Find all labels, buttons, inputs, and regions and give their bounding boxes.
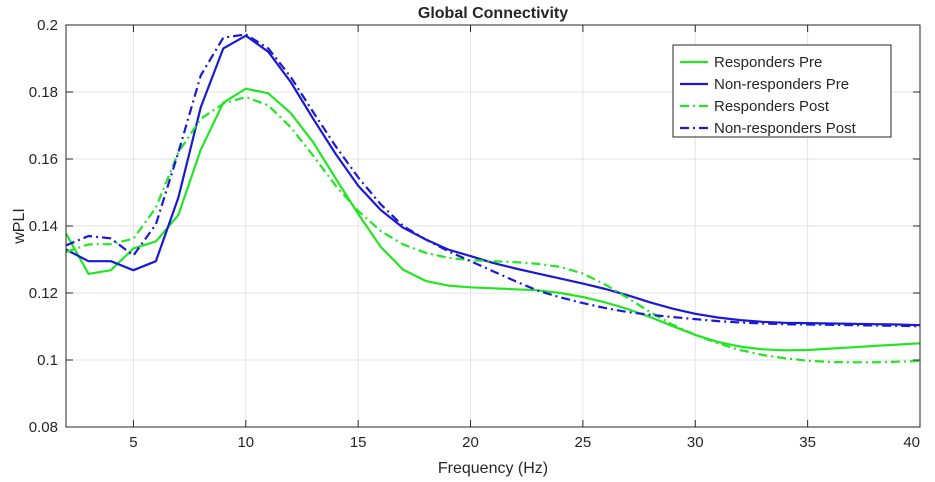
- legend-label-responders-pre: Responders Pre: [714, 54, 822, 71]
- x-tick-label: 25: [575, 434, 592, 451]
- x-tick-label: 5: [129, 434, 137, 451]
- legend-label-non-responders-pre: Non-responders Pre: [714, 76, 849, 93]
- legend-label-non-responders-post: Non-responders Post: [714, 120, 857, 137]
- legend-label-responders-post: Responders Post: [714, 98, 830, 115]
- x-tick-label: 20: [462, 434, 479, 451]
- x-axis-label: Frequency (Hz): [438, 460, 548, 477]
- y-tick-label: 0.1: [37, 352, 58, 369]
- y-tick-labels: 0.08 0.1 0.12 0.14 0.16 0.18 0.2: [29, 17, 58, 436]
- series-line-non-responders-pre: [65, 34, 921, 327]
- series-line-non-responders-post: [65, 33, 921, 328]
- series-lines: [65, 33, 921, 364]
- series-line-responders-pre: [65, 87, 921, 352]
- y-axis-label: wPLI: [11, 208, 28, 245]
- x-tick-label: 35: [799, 434, 816, 451]
- y-tick-label: 0.08: [29, 419, 58, 436]
- y-tick-label: 0.16: [29, 151, 58, 168]
- x-tick-label: 15: [350, 434, 367, 451]
- y-tick-label: 0.14: [29, 218, 58, 235]
- legend-box: [672, 44, 892, 138]
- x-tick-label: 10: [237, 434, 254, 451]
- y-tick-label: 0.2: [37, 17, 58, 34]
- x-tick-label: 30: [687, 434, 704, 451]
- series-line-responders-post: [65, 95, 921, 364]
- y-tick-label: 0.12: [29, 285, 58, 302]
- x-tick-labels: 5 10 15 20 25 30 35 40: [129, 434, 920, 451]
- legend: Responders Pre Non-responders Pre Responde…: [672, 44, 892, 138]
- x-tick-label: 40: [903, 434, 920, 451]
- y-tick-label: 0.18: [29, 84, 58, 101]
- ticks: [66, 24, 921, 428]
- chart-title: Global Connectivity: [418, 5, 568, 22]
